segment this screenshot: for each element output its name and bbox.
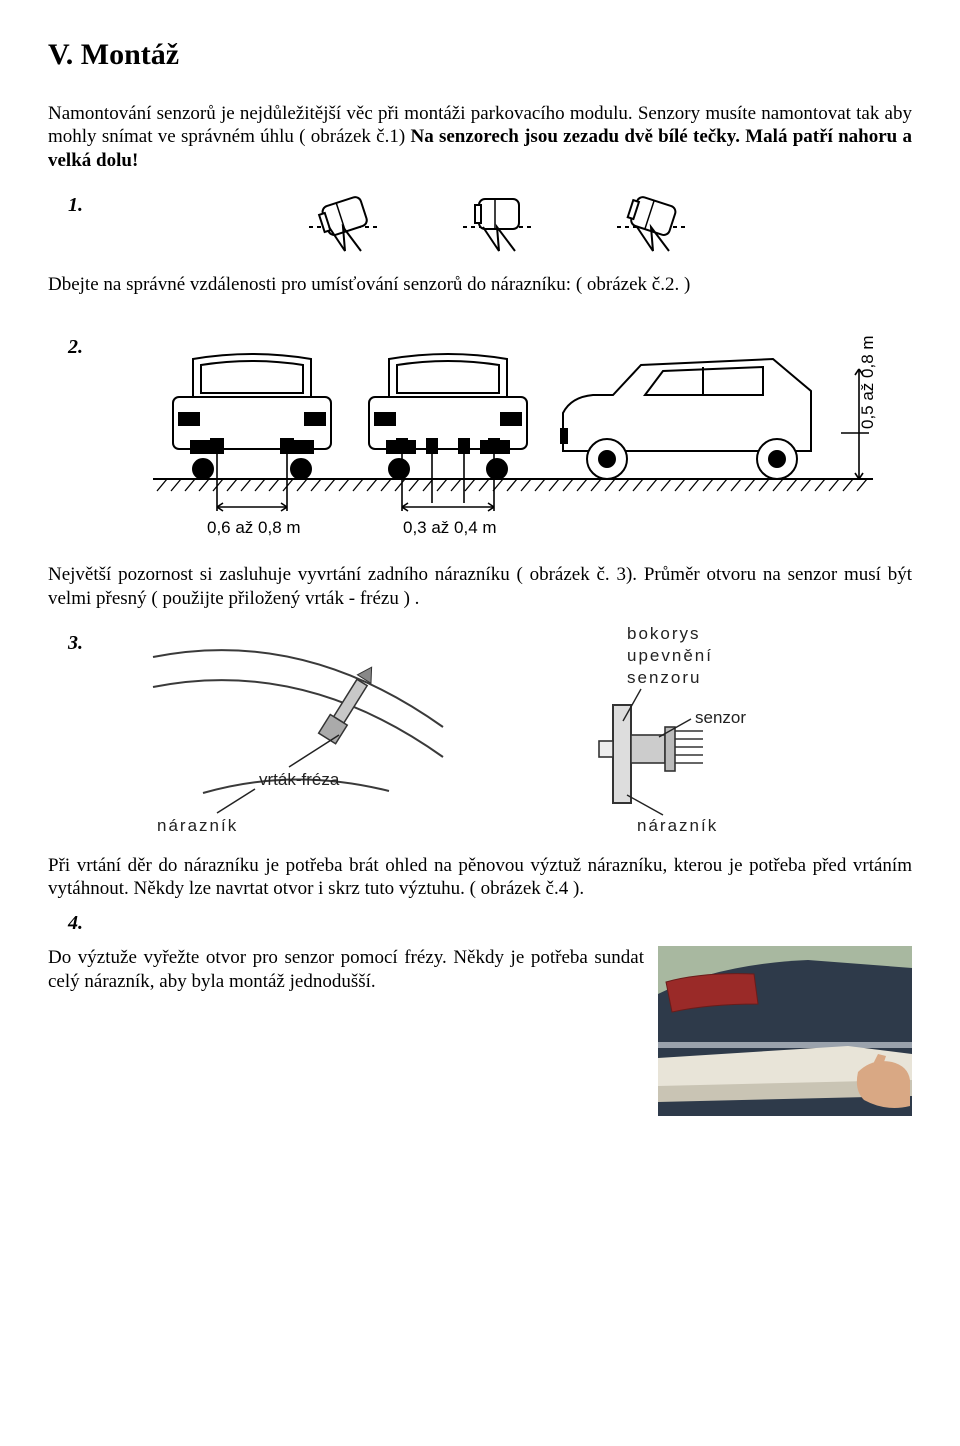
figure-1-sensor-orientations	[303, 177, 695, 255]
paragraph-3: Největší pozornost si zasluhuje vyvrtání…	[48, 563, 912, 611]
paragraph-5: Do výztuže vyřežte otvor pro senzor pomo…	[48, 946, 644, 994]
figure-4-number: 4.	[68, 911, 912, 936]
paragraph-2: Dbejte na správné vzdálenosti pro umísťo…	[48, 273, 912, 297]
figure-3-number: 3.	[68, 631, 83, 656]
fig1-sensor-upright	[457, 177, 541, 255]
fig1-sensor-left-tilt	[303, 177, 387, 255]
figure-4-photo	[658, 946, 912, 1116]
figure-2-car-distances: 0,6 až 0,8 m	[153, 329, 893, 546]
figure-3-drill-and-sideview: vrták-fréza nárazník bokorys upevnění se…	[143, 617, 883, 854]
fig3-bokorys-l3: senzoru	[627, 668, 701, 687]
fig3-bokorys-l2: upevnění	[627, 646, 713, 665]
intro-paragraph: Namontování senzorů je nejdůležitější vě…	[48, 102, 912, 173]
section-heading: V. Montáž	[48, 36, 912, 74]
paragraph-4: Při vrtání děr do nárazníku je potřeba b…	[48, 854, 912, 902]
fig1-sensor-right-tilt	[611, 177, 695, 255]
fig2-outer-label: 0,6 až 0,8 m	[207, 518, 301, 537]
fig3-vrtak-label: vrták-fréza	[259, 770, 340, 789]
fig2-inner-label: 0,3 až 0,4 m	[403, 518, 497, 537]
fig3-naraznik-left-label: nárazník	[157, 816, 238, 835]
figure-1-number: 1.	[68, 193, 83, 218]
fig3-bokorys-l1: bokorys	[627, 624, 701, 643]
fig3-senzor-label: senzor	[695, 708, 746, 727]
figure-2-number: 2.	[68, 335, 83, 360]
fig2-height-label: 0,5 až 0,8 m	[858, 335, 877, 429]
fig3-naraznik-right-label: nárazník	[637, 816, 718, 835]
